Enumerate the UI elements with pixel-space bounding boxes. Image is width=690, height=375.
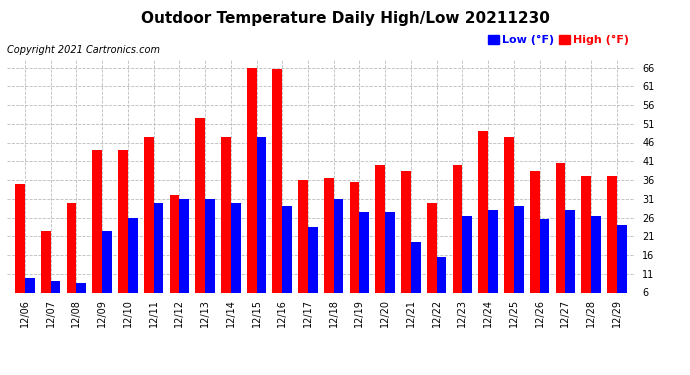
Bar (77, 283, 86, 315)
Bar (102, 231, 112, 315)
Bar (128, 217, 137, 315)
Bar (591, 216, 601, 315)
Bar (308, 227, 318, 315)
Text: Copyright 2021 Cartronics.com: Copyright 2021 Cartronics.com (7, 45, 160, 55)
Bar (555, 163, 565, 315)
Bar (144, 137, 154, 315)
Bar (92, 150, 102, 315)
Bar (530, 171, 540, 315)
Bar (540, 219, 549, 315)
Bar (478, 131, 488, 315)
Bar (488, 210, 498, 315)
Bar (179, 199, 189, 315)
Bar (25, 278, 34, 315)
Bar (282, 206, 292, 315)
Bar (350, 182, 359, 315)
Bar (50, 281, 61, 315)
Bar (359, 212, 369, 315)
Bar (437, 257, 446, 315)
Bar (257, 137, 266, 315)
Bar (385, 212, 395, 315)
Bar (273, 69, 282, 315)
Bar (504, 137, 514, 315)
Bar (617, 225, 627, 315)
Bar (230, 202, 241, 315)
Bar (118, 150, 128, 315)
Legend: Low (°F), High (°F): Low (°F), High (°F) (488, 35, 629, 45)
Bar (154, 202, 164, 315)
Bar (411, 242, 421, 315)
Bar (15, 184, 25, 315)
Bar (205, 199, 215, 315)
Bar (607, 176, 617, 315)
Bar (427, 202, 437, 315)
Bar (401, 171, 411, 315)
Bar (67, 202, 77, 315)
Bar (298, 180, 308, 315)
Bar (462, 216, 472, 315)
Bar (334, 199, 344, 315)
Bar (581, 176, 591, 315)
Bar (514, 206, 524, 315)
Bar (195, 118, 205, 315)
Bar (375, 165, 385, 315)
Bar (221, 137, 230, 315)
Bar (170, 195, 179, 315)
Bar (41, 231, 50, 315)
Bar (565, 210, 575, 315)
Bar (324, 178, 334, 315)
Bar (453, 165, 462, 315)
Text: Outdoor Temperature Daily High/Low 20211230: Outdoor Temperature Daily High/Low 20211… (141, 11, 549, 26)
Bar (247, 68, 257, 315)
